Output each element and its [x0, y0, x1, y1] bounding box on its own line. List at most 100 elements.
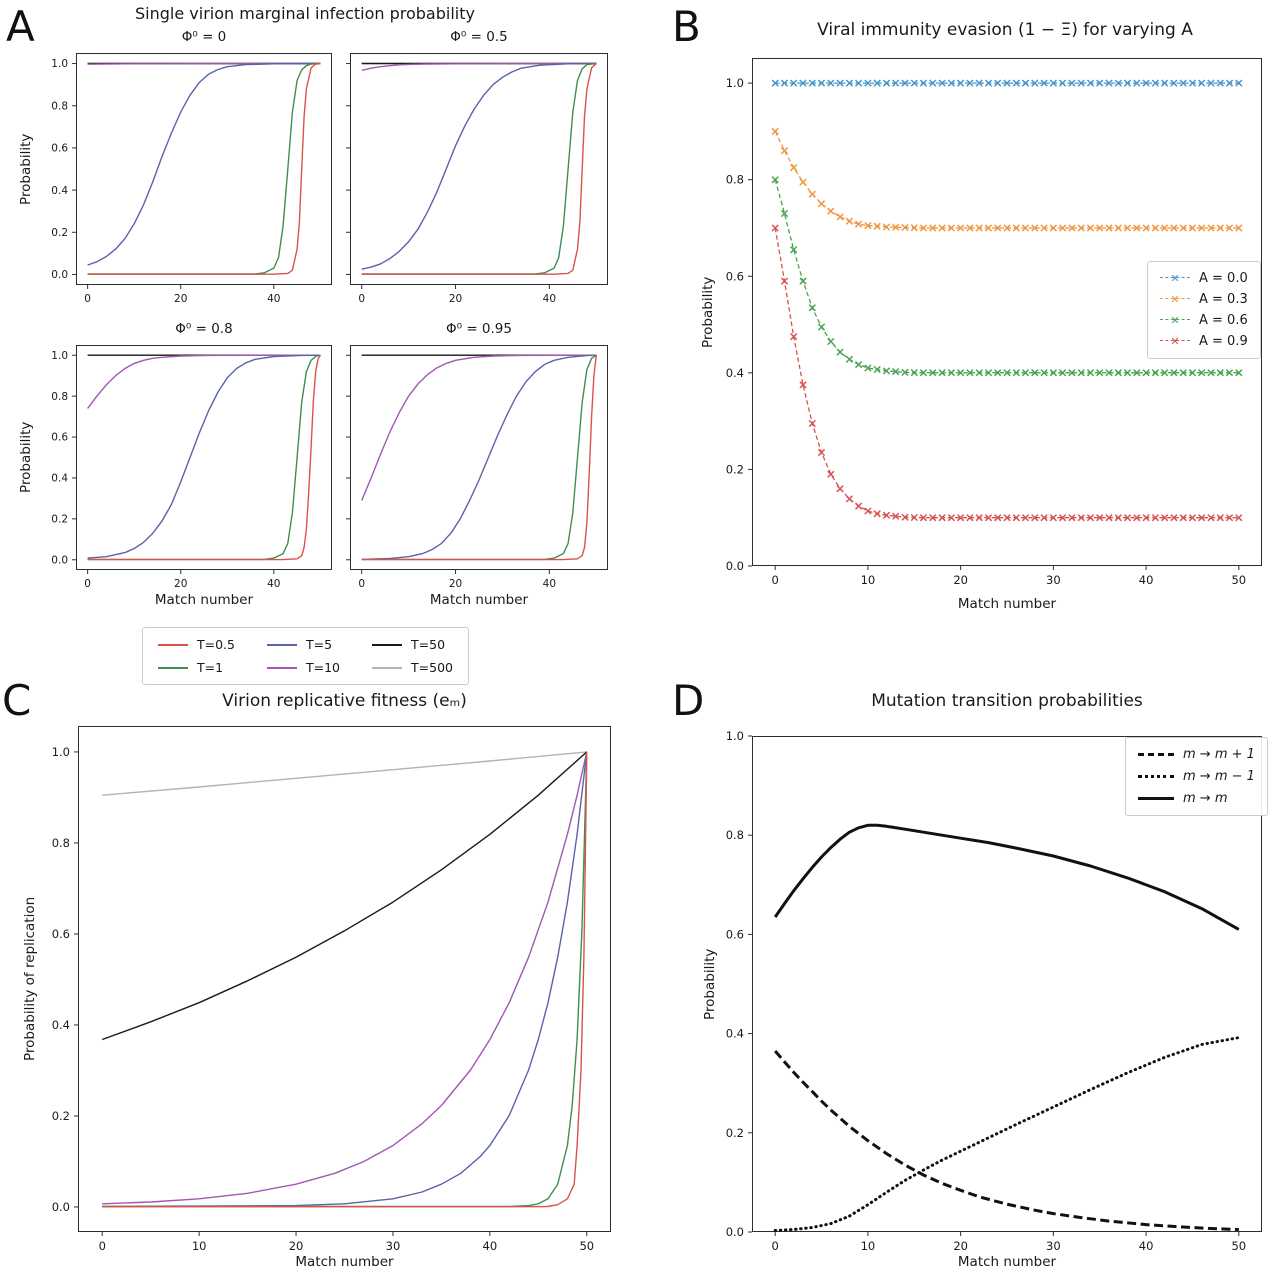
- svg-text:1.0: 1.0: [726, 729, 744, 743]
- svg-text:0.8: 0.8: [51, 100, 68, 112]
- svg-text:0.0: 0.0: [726, 1225, 744, 1239]
- svg-text:20: 20: [449, 578, 462, 590]
- svg-text:20: 20: [289, 1239, 304, 1253]
- svg-text:0.4: 0.4: [726, 1027, 744, 1041]
- svg-text:0: 0: [358, 293, 365, 305]
- svg-text:40: 40: [1139, 1239, 1154, 1253]
- svg-text:40: 40: [267, 578, 280, 590]
- panel-a-left-xlabel: Match number: [154, 592, 254, 608]
- svg-text:40: 40: [1139, 573, 1154, 587]
- svg-text:20: 20: [174, 578, 187, 590]
- legend-line-swatch: [372, 643, 403, 646]
- svg-text:0: 0: [84, 293, 91, 305]
- panel-d-xlabel: Match number: [957, 1254, 1057, 1270]
- svg-text:30: 30: [386, 1239, 401, 1253]
- svg-text:20: 20: [174, 293, 187, 305]
- legend-line-swatch: [158, 666, 188, 669]
- svg-text:30: 30: [1046, 1239, 1061, 1253]
- panel-d-title: Mutation transition probabilities: [871, 691, 1143, 711]
- legend-line-swatch: [372, 666, 403, 669]
- svg-text:0: 0: [358, 578, 365, 590]
- legend-line-swatch: [267, 666, 297, 669]
- panel-b-title: Viral immunity evasion (1 − Ξ) for varyi…: [817, 20, 1193, 40]
- svg-text:50: 50: [579, 1239, 594, 1253]
- panel-c-title: Virion replicative fitness (eₘ): [222, 691, 467, 711]
- legend-dashed-swatch: [1138, 753, 1174, 756]
- legend-dash-x-swatch: ✕: [1160, 335, 1190, 348]
- svg-text:0.2: 0.2: [726, 1126, 744, 1140]
- svg-text:1.0: 1.0: [51, 58, 68, 70]
- panel-a-title: Single virion marginal infection probabi…: [135, 4, 475, 23]
- panel-b-chart: 0 10 20 30 40 50 0.0 0.2 0.4 0.6 0.8 1.0: [726, 58, 1262, 587]
- subplot-a2-title: Φ⁰ = 0.5: [450, 29, 508, 45]
- panel-a-subplot-3-chart: 0 20 40 0.0 0.2 0.4 0.6 0.8 1.0: [51, 345, 332, 590]
- svg-text:0.4: 0.4: [51, 473, 68, 485]
- svg-text:0.0: 0.0: [52, 1200, 70, 1214]
- panel-b-letter: B: [672, 2, 701, 51]
- legend-entry-t500: T=500: [372, 660, 453, 675]
- legend-entry-t5: T=5: [267, 637, 340, 652]
- panel-d-legend: m → m + 1 m → m − 1 m → m: [1125, 737, 1268, 816]
- svg-text:0.4: 0.4: [51, 185, 68, 197]
- panel-c-xlabel: Match number: [295, 1254, 394, 1270]
- svg-text:0.8: 0.8: [726, 173, 744, 187]
- panel-b-ylabel: Probability: [700, 276, 716, 348]
- svg-text:0.6: 0.6: [51, 143, 68, 155]
- svg-text:0.6: 0.6: [726, 269, 744, 283]
- svg-text:0: 0: [772, 573, 779, 587]
- svg-text:0: 0: [84, 578, 91, 590]
- panel-d-chart: 0 10 20 30 40 50 0.0 0.2 0.4 0.6 0.8 1.0: [726, 729, 1262, 1253]
- panel-a-subplot-1-chart: 0 20 40 0.0 0.2 0.4 0.6 0.8 1.0: [51, 53, 332, 305]
- svg-text:40: 40: [543, 578, 556, 590]
- svg-text:0.4: 0.4: [52, 1018, 70, 1032]
- panel-c-ylabel: Probability of replication: [22, 896, 38, 1062]
- svg-text:50: 50: [1231, 573, 1246, 587]
- legend-entry-m-same: m → m: [1138, 791, 1255, 806]
- svg-text:10: 10: [861, 573, 876, 587]
- svg-text:0.6: 0.6: [52, 927, 70, 941]
- panel-c-chart: 0 10 20 30 40 50 0.0 0.2 0.4 0.6 0.8 1.0: [52, 726, 611, 1253]
- legend-entry-t10: T=10: [267, 660, 340, 675]
- svg-text:40: 40: [543, 293, 556, 305]
- legend-dash-x-swatch: ✕: [1160, 272, 1190, 285]
- panel-a-row1-ylabel: Probability: [18, 133, 34, 205]
- legend-dash-x-swatch: ✕: [1160, 314, 1190, 327]
- subplot-a3-title: Φ⁰ = 0.8: [175, 321, 233, 337]
- legend-entry-a06: ✕ A = 0.6: [1160, 313, 1248, 328]
- svg-text:1.0: 1.0: [51, 350, 68, 362]
- panel-a-row2-ylabel: Probability: [18, 421, 34, 494]
- svg-text:40: 40: [267, 293, 280, 305]
- svg-text:0.2: 0.2: [51, 514, 68, 526]
- legend-dash-x-swatch: ✕: [1160, 293, 1190, 306]
- legend-entry-t1: T=1: [158, 660, 235, 675]
- svg-text:20: 20: [953, 573, 968, 587]
- legend-dotted-swatch: [1138, 775, 1174, 778]
- svg-text:20: 20: [953, 1239, 968, 1253]
- svg-text:0.8: 0.8: [726, 828, 744, 842]
- svg-text:0.4: 0.4: [726, 366, 744, 380]
- panel-a-subplot-2-chart: 0 20 40: [346, 53, 608, 305]
- svg-text:0.6: 0.6: [51, 432, 68, 444]
- panel-b-legend: ✕ A = 0.0 ✕ A = 0.3 ✕ A = 0.6 ✕ A = 0.9: [1147, 261, 1261, 359]
- legend-entry-t05: T=0.5: [158, 637, 235, 652]
- svg-text:40: 40: [483, 1239, 498, 1253]
- svg-text:0.8: 0.8: [52, 836, 70, 850]
- legend-solid-swatch: [1138, 797, 1174, 800]
- svg-text:50: 50: [1231, 1239, 1246, 1253]
- svg-text:0.2: 0.2: [726, 462, 744, 476]
- svg-text:0.6: 0.6: [726, 927, 744, 941]
- legend-entry-a09: ✕ A = 0.9: [1160, 334, 1248, 349]
- panel-a-letter: A: [6, 2, 35, 51]
- svg-text:0: 0: [772, 1239, 779, 1253]
- panel-c-letter: C: [2, 676, 32, 725]
- panel-a-legend: T=0.5 T=1 T=5 T=10 T=50 T=500: [142, 627, 469, 685]
- legend-entry-a03: ✕ A = 0.3: [1160, 292, 1248, 307]
- panel-a-subplot-4-chart: 0 20 40: [346, 345, 608, 590]
- legend-line-swatch: [158, 643, 188, 646]
- svg-text:0.8: 0.8: [51, 391, 68, 403]
- legend-entry-a00: ✕ A = 0.0: [1160, 271, 1248, 286]
- panel-b-xlabel: Match number: [957, 596, 1057, 612]
- subplot-a1-title: Φ⁰ = 0: [181, 29, 227, 45]
- svg-text:0.2: 0.2: [52, 1109, 70, 1123]
